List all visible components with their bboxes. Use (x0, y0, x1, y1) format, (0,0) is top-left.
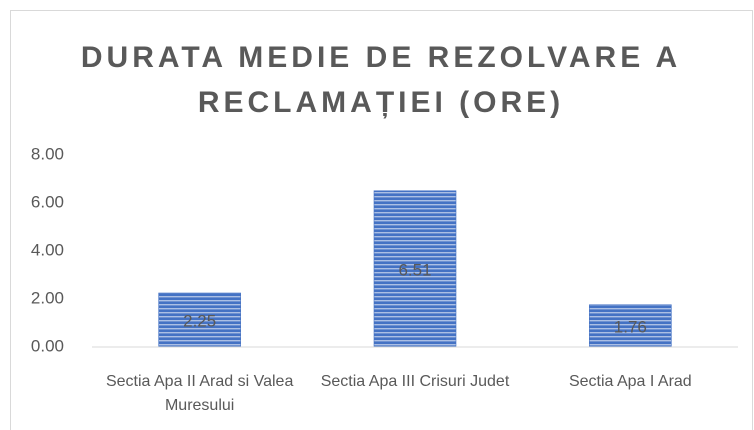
chart-border (10, 10, 753, 430)
x-tick-label: Sectia Apa I Arad (568, 373, 692, 390)
data-label: 1.76 (614, 317, 647, 336)
y-tick-label: 2.00 (31, 288, 64, 307)
data-label: 2.25 (183, 311, 216, 330)
bar (373, 190, 457, 348)
y-tick-label: 8.00 (31, 144, 64, 163)
y-tick-label: 0.00 (31, 336, 64, 355)
chart-title: DURATA MEDIE DE REZOLVARE A RECLAMAȚIEI … (80, 41, 682, 119)
x-tick-label: Sectia Apa III Crisuri Judet (320, 373, 510, 390)
bar (589, 304, 672, 348)
x-tick-label: Sectia Apa II Arad si Valea Muresului (105, 373, 294, 414)
y-tick-label: 6.00 (31, 192, 64, 211)
y-tick-label: 4.00 (31, 240, 64, 259)
data-label: 6.51 (398, 260, 431, 279)
